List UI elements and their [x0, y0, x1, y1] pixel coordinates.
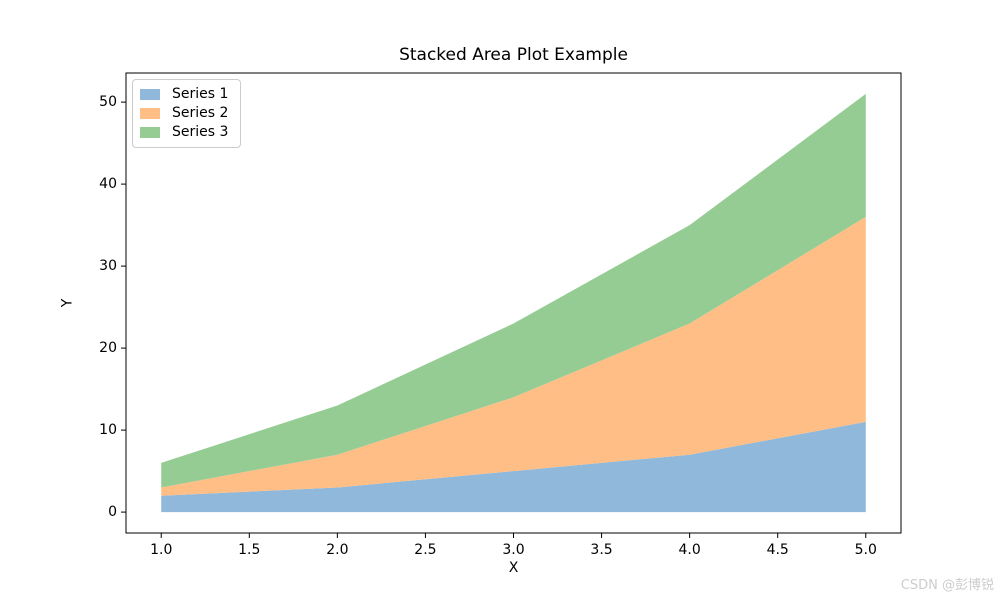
series-1-area: [161, 421, 866, 513]
y-axis-label: Y: [59, 298, 76, 308]
x-tick-label: 1.5: [238, 542, 261, 558]
series-2-area: [161, 216, 866, 496]
y-tick-label: 20: [99, 340, 117, 357]
x-tick-label: 4.5: [766, 542, 789, 558]
x-tick-label: 5.0: [854, 542, 877, 558]
legend-item-series-3: Series 3: [140, 123, 228, 142]
legend-item-series-1: Series 1: [140, 85, 228, 104]
legend-item-series-2: Series 2: [140, 104, 228, 123]
legend: Series 1 Series 2 Series 3: [132, 79, 242, 148]
y-tick-label: 50: [99, 94, 117, 111]
legend-label-series-3: Series 3: [172, 124, 229, 140]
watermark: CSDN @彭博锐: [900, 578, 994, 593]
x-axis-label: X: [508, 560, 519, 576]
x-tick-label: 2.5: [414, 542, 437, 558]
y-tick-label: 10: [99, 422, 117, 439]
x-tick-label: 3.0: [502, 542, 525, 558]
x-tick-label: 3.5: [590, 542, 613, 558]
legend-label-series-1: Series 1: [172, 86, 229, 102]
series-1-swatch: [140, 89, 160, 100]
series-2-swatch: [140, 108, 160, 119]
series-3-swatch: [140, 127, 160, 138]
x-tick-label: 4.0: [678, 542, 701, 558]
x-tick-label: 2.0: [326, 542, 349, 558]
x-tick-label: 1.0: [150, 542, 173, 558]
chart-title: Stacked Area Plot Example: [399, 45, 628, 65]
y-tick-label: 0: [108, 504, 117, 521]
series-3-area: [161, 93, 866, 488]
y-tick-label: 40: [99, 176, 117, 193]
y-tick-label: 30: [99, 258, 117, 275]
legend-label-series-2: Series 2: [172, 105, 229, 121]
